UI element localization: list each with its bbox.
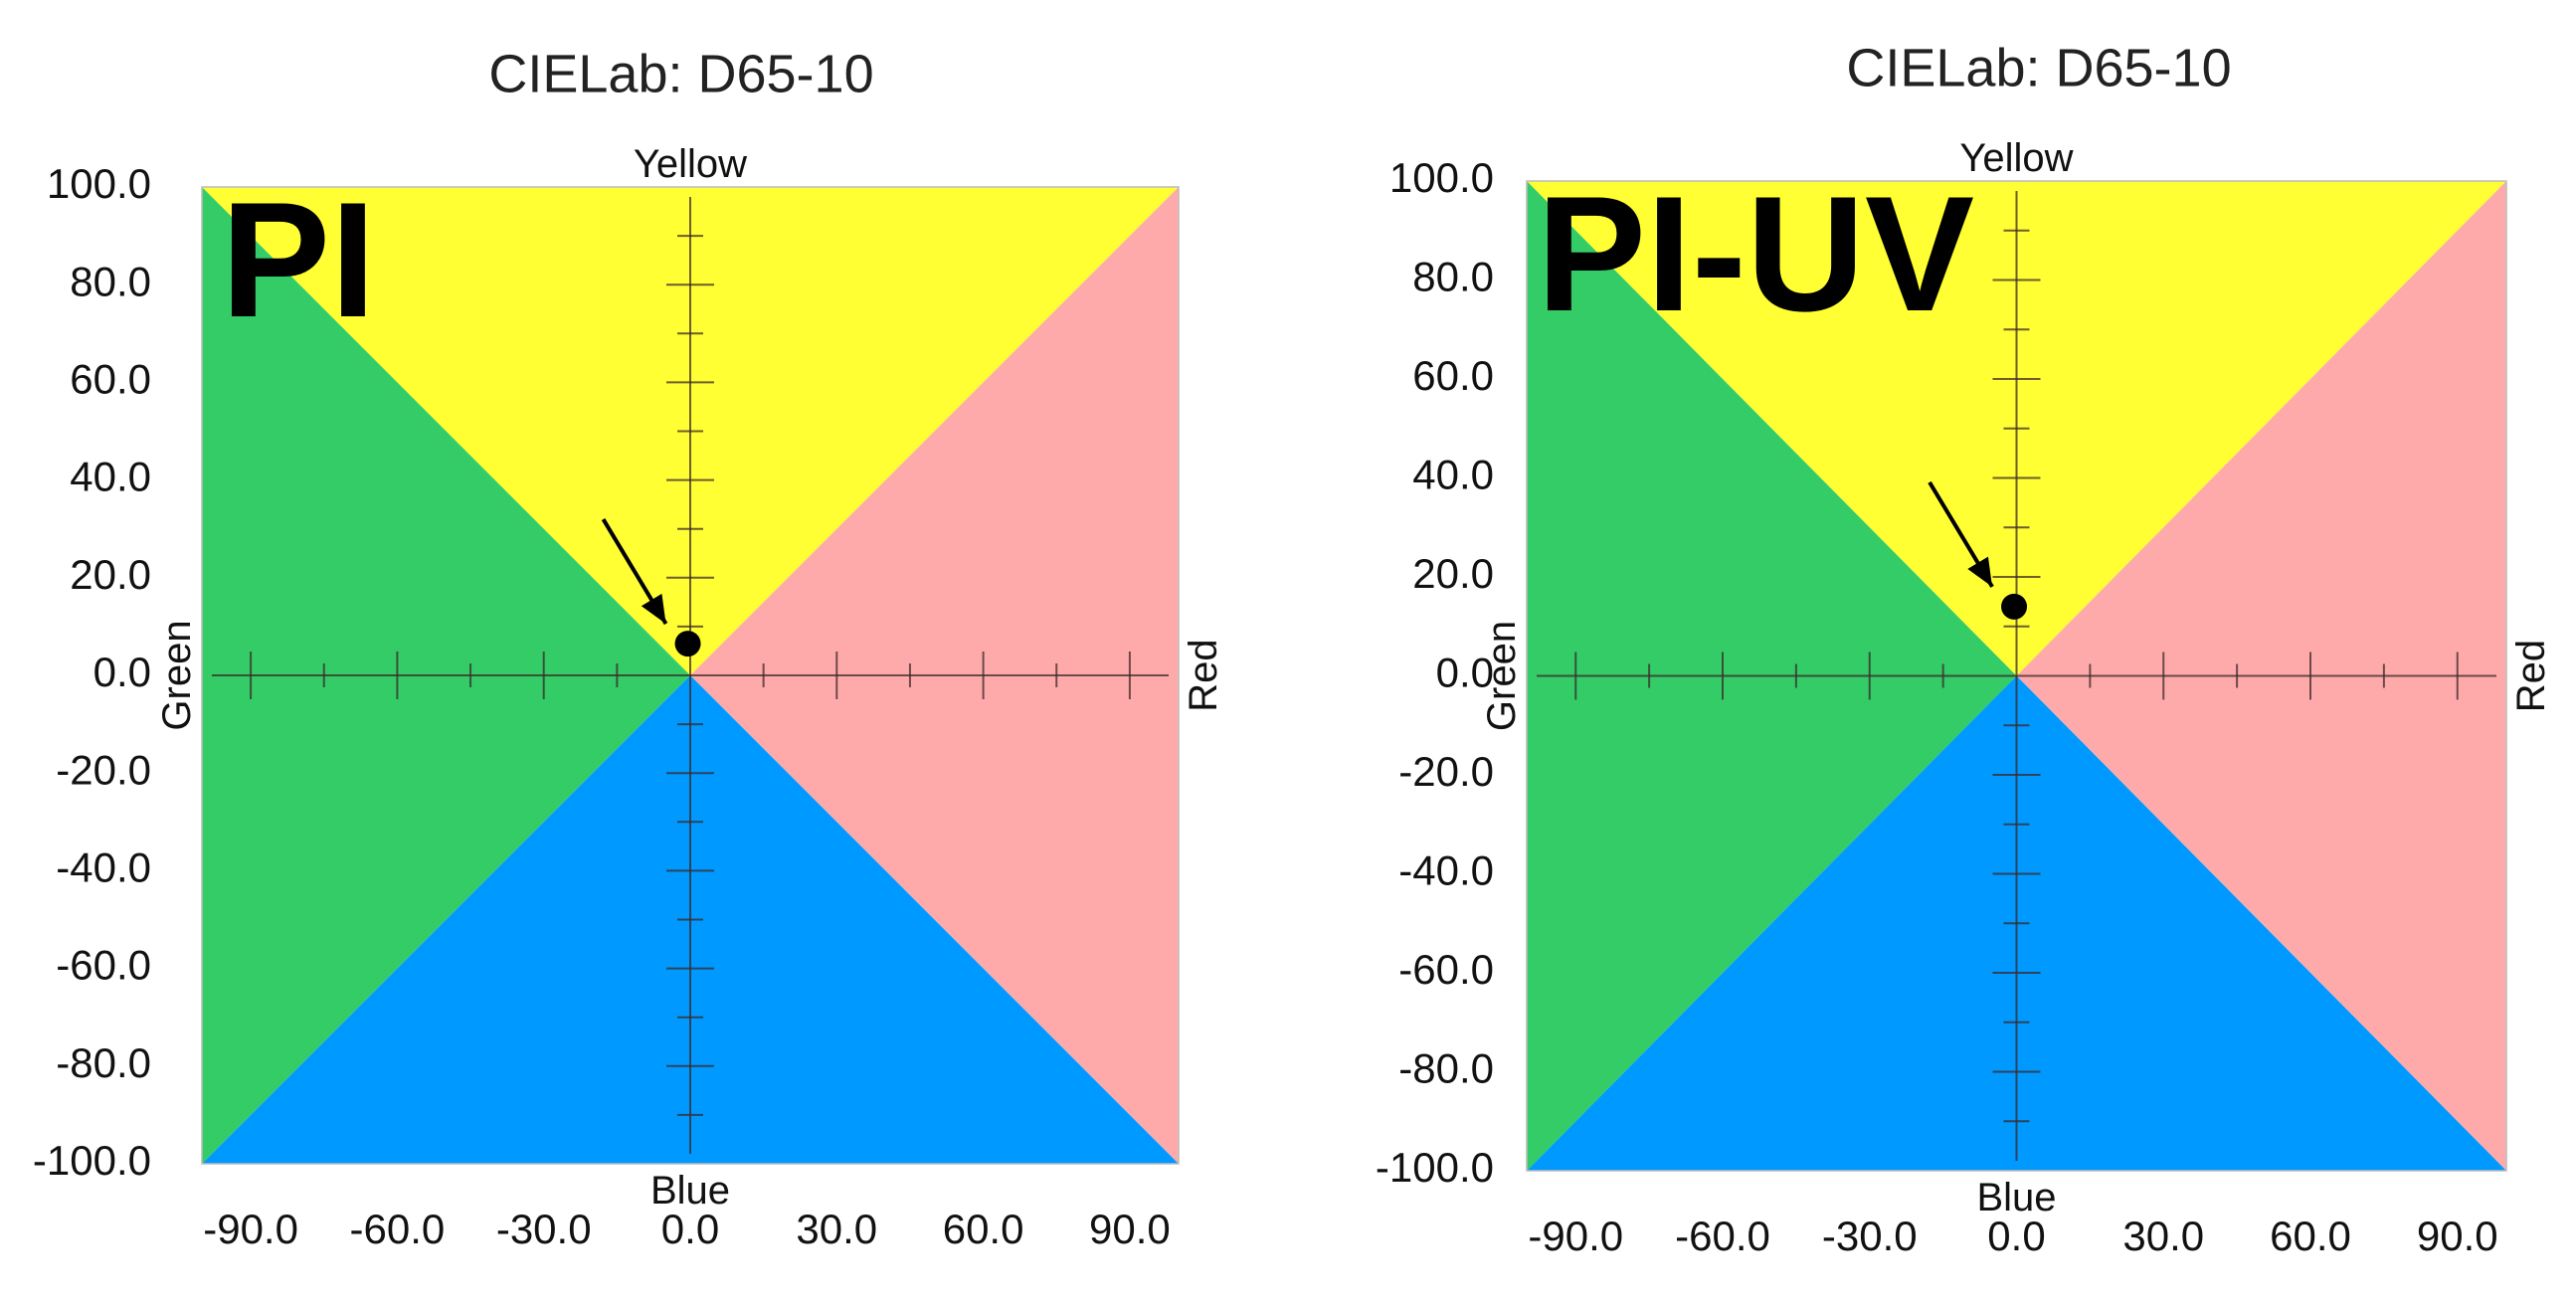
chart-panel-2: CIELab: D65-10 PI-UV 100.0 80.0 60.0 40.0 20.0…: [1376, 38, 2553, 1259]
y-tick-label: -60.0: [1398, 946, 1494, 993]
y-tick-label: -80.0: [1398, 1045, 1494, 1092]
x-tick-label: 30.0: [796, 1206, 877, 1252]
x-tick-label: -60.0: [1675, 1213, 1770, 1259]
direction-label-top: Yellow: [1959, 136, 2073, 180]
y-tick-label: 60.0: [70, 355, 151, 402]
x-tick-label: -60.0: [350, 1206, 446, 1252]
x-tick-label: 0.0: [661, 1206, 719, 1252]
y-tick-label: 80.0: [1412, 254, 1494, 300]
panel-label: PI: [221, 168, 376, 351]
chart-title: CIELab: D65-10: [488, 44, 873, 103]
direction-label-bottom: Blue: [650, 1169, 730, 1213]
x-tick-label: -30.0: [496, 1206, 592, 1252]
y-tick-label: 60.0: [1412, 352, 1494, 399]
x-tick-label: 90.0: [1089, 1206, 1171, 1252]
x-tick-label: 30.0: [2122, 1213, 2204, 1259]
direction-label-right: Red: [2509, 640, 2553, 712]
plot-frame: [1526, 180, 2507, 1172]
direction-label-top: Yellow: [634, 142, 747, 186]
data-point: [2001, 593, 2028, 620]
x-tick-label: -30.0: [1822, 1213, 1918, 1259]
y-tick-label: -40.0: [1398, 847, 1494, 894]
pointer-arrow-head: [1967, 556, 1993, 587]
direction-label-right: Red: [1182, 639, 1225, 711]
y-tick-label: -40.0: [56, 843, 151, 890]
data-point: [674, 631, 701, 657]
y-tick-label: -100.0: [1376, 1144, 1494, 1191]
x-tick-label: 60.0: [2270, 1213, 2351, 1259]
direction-label-left: Green: [155, 620, 199, 730]
x-tick-label: 0.0: [1987, 1213, 2045, 1259]
y-tick-label: -20.0: [1398, 748, 1494, 795]
x-tick-label: -90.0: [1528, 1213, 1623, 1259]
plot-frame: [201, 186, 1180, 1165]
y-tick-label: 40.0: [70, 454, 151, 500]
y-tick-label: 0.0: [93, 649, 151, 695]
y-tick-label: -60.0: [56, 942, 151, 989]
pointer-arrow-head: [641, 593, 666, 625]
y-tick-label: 40.0: [1412, 452, 1494, 498]
x-tick-label: -90.0: [203, 1206, 298, 1252]
y-tick-label: 0.0: [1436, 650, 1494, 696]
panel-label: PI-UV: [1537, 162, 1974, 345]
y-tick-label: 100.0: [1389, 154, 1494, 201]
y-tick-label: -100.0: [33, 1137, 151, 1184]
chart-title: CIELab: D65-10: [1846, 38, 2231, 97]
chart-panel-1: CIELab: D65-10 PI 100.0 80.0 60.0 40.0 20.0 0.0…: [33, 44, 1225, 1252]
y-tick-label: 20.0: [70, 551, 151, 598]
y-tick-label: -80.0: [56, 1039, 151, 1086]
direction-label-bottom: Blue: [1976, 1176, 2056, 1219]
y-tick-label: 100.0: [47, 160, 151, 207]
y-tick-label: 80.0: [70, 258, 151, 304]
y-tick-label: 20.0: [1412, 550, 1494, 597]
direction-label-left: Green: [1480, 621, 1524, 731]
y-tick-label: -20.0: [56, 746, 151, 793]
x-tick-label: 90.0: [2417, 1213, 2498, 1259]
x-tick-label: 60.0: [943, 1206, 1024, 1252]
